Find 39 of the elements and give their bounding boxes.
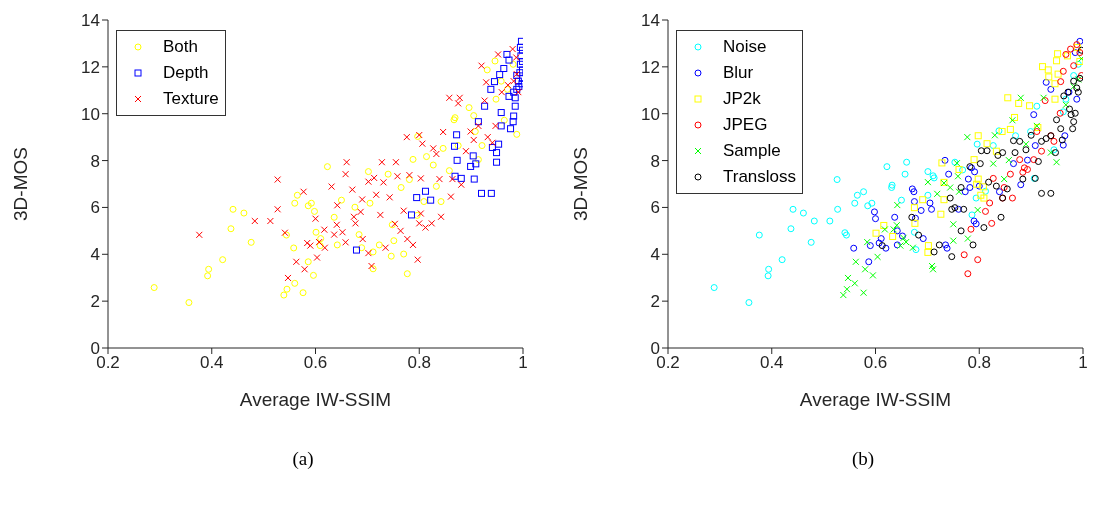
x-tick-label: 1	[1078, 353, 1088, 373]
y-tick-label: 14	[81, 11, 100, 31]
x-tick-label: 1	[518, 353, 528, 373]
legend-label: Noise	[723, 37, 767, 57]
legend-label: JP2k	[723, 89, 761, 109]
x-tick-label: 0.6	[303, 353, 328, 373]
y-tick-label: 10	[81, 104, 100, 124]
y-tick-label: 8	[650, 151, 660, 171]
x-tick-label: 0.2	[96, 353, 120, 373]
legend-label: Blur	[723, 63, 754, 83]
legend-label: Transloss	[723, 167, 797, 187]
legend-label: Sample	[723, 141, 781, 161]
y-tick-label: 2	[650, 292, 660, 312]
y-tick-label: 10	[641, 104, 660, 124]
text: (b)	[850, 448, 876, 470]
y-tick-label: 6	[90, 198, 100, 218]
y-tick-label: 4	[650, 245, 660, 265]
text: (a)	[291, 448, 315, 470]
x-tick-label: 0.2	[656, 353, 680, 373]
x-tick-label: 0.6	[863, 353, 888, 373]
y-axis-title: 3D-MOS	[9, 147, 31, 221]
x-axis-title: Average IW-SSIM	[239, 389, 392, 410]
y-tick-label: 4	[90, 245, 100, 265]
x-tick-label: 0.4	[199, 353, 224, 373]
x-axis-title: Average IW-SSIM	[799, 389, 952, 410]
y-tick-label: 14	[641, 11, 660, 31]
y-axis-title: 3D-MOS	[569, 147, 591, 221]
legend-label: Depth	[163, 63, 209, 83]
y-tick-label: 12	[81, 57, 100, 77]
legend-label: JPEG	[723, 115, 768, 135]
y-tick-label: 2	[90, 292, 100, 312]
legend-label: Both	[163, 37, 198, 57]
legend-label: Texture	[163, 89, 219, 109]
x-tick-label: 0.4	[759, 353, 784, 373]
y-tick-label: 12	[641, 57, 660, 77]
y-tick-label: 6	[650, 198, 660, 218]
x-tick-label: 0.8	[407, 353, 432, 373]
y-tick-label: 8	[90, 151, 100, 171]
x-tick-label: 0.8	[967, 353, 992, 373]
